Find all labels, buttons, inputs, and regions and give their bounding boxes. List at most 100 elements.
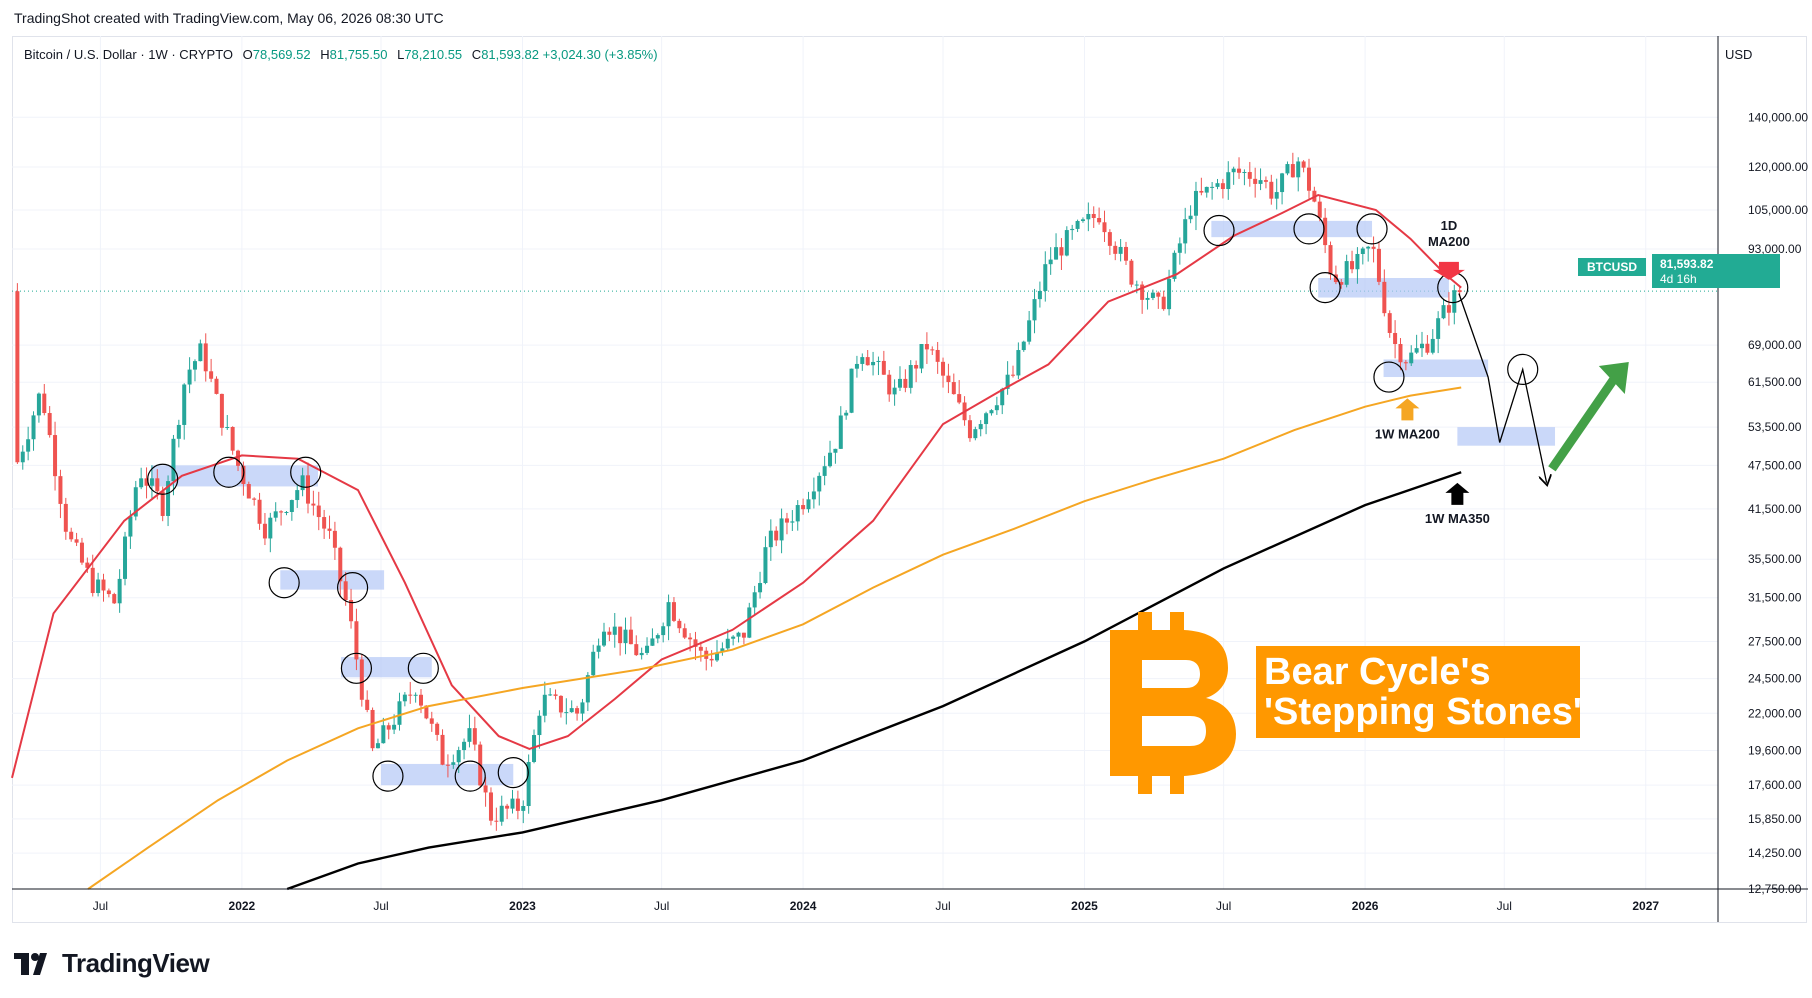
candle-body [343, 581, 348, 601]
touch-circle [340, 652, 373, 684]
candle-body [1027, 320, 1032, 342]
candle-body [483, 785, 488, 793]
candle-body [1409, 352, 1414, 364]
ma-line-1w-ma350 [286, 471, 1462, 891]
candle-body [1376, 248, 1381, 282]
axes: 140,000.00 120,000.00 105,000.00 93,000.00 6… [12, 36, 1808, 922]
tradingview-logo[interactable]: TradingView [14, 948, 210, 979]
candle-body [1167, 278, 1172, 310]
candle-body [300, 475, 305, 491]
chart-frame[interactable] [12, 36, 1807, 923]
y-tick-label: 140,000.00 [1748, 110, 1808, 124]
candle-body [849, 368, 854, 413]
candle-body [994, 405, 999, 411]
candle-body [413, 694, 418, 696]
touch-circle [407, 652, 439, 684]
candle-body [171, 438, 176, 482]
candle-body [257, 499, 262, 524]
candle-body [440, 734, 445, 765]
touch-circle [372, 760, 404, 792]
candle-body [634, 644, 639, 656]
candle-body [365, 699, 370, 710]
candle-body [1150, 292, 1155, 298]
candle-body [763, 547, 768, 584]
low-value: 78,210.55 [404, 47, 463, 62]
x-tick-label: 2027 [1632, 899, 1659, 913]
candle-body [53, 435, 58, 477]
candle-body [978, 424, 983, 430]
candle-body [1091, 213, 1096, 219]
last-price-tag: BTCUSD 81,593.82 4d 16h [1578, 254, 1780, 288]
stepping-stone-zone [1211, 220, 1373, 238]
candle-body [316, 505, 321, 518]
candle-body [1457, 290, 1462, 293]
candle-body [1102, 222, 1107, 233]
candle-body [203, 343, 208, 372]
candle-body [628, 629, 633, 645]
candle-body [252, 498, 257, 500]
candle-body [359, 659, 364, 700]
candle-body [801, 505, 806, 510]
candle-body [144, 478, 149, 486]
candle-body [1161, 296, 1166, 310]
candle-body [677, 620, 682, 629]
candle-body [865, 357, 870, 366]
candle-body [897, 378, 902, 388]
x-tick-label: 2024 [790, 899, 817, 913]
candle-body [332, 530, 337, 548]
candle-body [957, 394, 962, 403]
candle-body [139, 478, 144, 488]
candle-body [284, 511, 289, 513]
candle-body [1420, 343, 1425, 349]
candle-body [69, 531, 74, 540]
candle-body [101, 579, 106, 591]
projection-path [1458, 293, 1629, 483]
y-tick-label: 120,000.00 [1748, 160, 1808, 174]
price-tag-countdown: 4d 16h [1660, 272, 1697, 286]
candle-body [1285, 164, 1290, 174]
candle-body [1193, 190, 1198, 216]
candle-body [838, 415, 843, 449]
ma-line-1w-ma200 [87, 386, 1462, 890]
x-tick-label: Jul [654, 899, 669, 913]
candle-body [715, 652, 720, 661]
candle-body [1393, 332, 1398, 345]
candle-body [1032, 299, 1037, 321]
x-tick-label: 2025 [1071, 899, 1098, 913]
candle-body [806, 499, 811, 510]
candle-body [236, 450, 241, 466]
candle-body [338, 547, 343, 582]
candle-body [225, 427, 230, 429]
candle-body [747, 607, 752, 638]
tradingview-logo-icon [14, 952, 54, 975]
candle-body [451, 762, 456, 765]
candle-body [591, 651, 596, 676]
candle-body [1124, 246, 1129, 261]
candle-body [914, 365, 919, 369]
candle-body [553, 694, 558, 696]
candle-body [85, 562, 90, 568]
candle-body [419, 694, 424, 706]
candle-body [833, 448, 838, 453]
candle-body [521, 805, 526, 811]
candle-body [375, 743, 380, 749]
candle-body [90, 567, 95, 594]
y-tick-label: 14,250.00 [1748, 846, 1802, 860]
low-label: L [397, 47, 405, 62]
candle-body [198, 343, 203, 362]
candle-body [1156, 292, 1161, 297]
touch-circle [1203, 214, 1235, 247]
candle-body [1414, 348, 1419, 353]
y-tick-label: 61,500.00 [1748, 375, 1802, 389]
candle-body [887, 374, 892, 395]
close-value: 81,593.82 [481, 47, 540, 62]
y-tick-label: 27,500.00 [1748, 634, 1802, 648]
touch-circle [1373, 361, 1405, 393]
candle-body [650, 638, 655, 646]
currency-label[interactable]: USD [1725, 47, 1753, 62]
candle-body [408, 694, 413, 696]
candle-body [392, 724, 397, 730]
candle-body [951, 382, 956, 395]
high-label: H [320, 47, 330, 62]
